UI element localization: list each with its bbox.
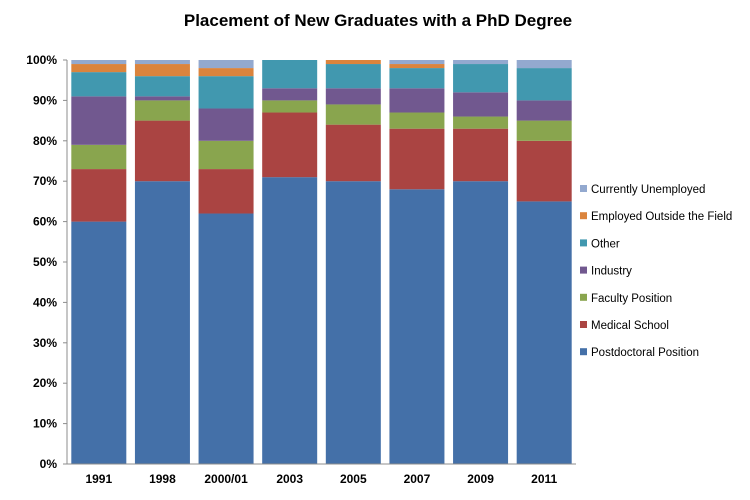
bar-segment [262,88,318,101]
legend-label: Other [591,238,620,250]
y-tick-label: 30% [33,336,57,350]
y-tick-label: 10% [33,417,57,431]
bar-segment [389,88,445,113]
bar-segment [198,169,254,214]
bar-segment [389,60,445,65]
bar-segment [325,88,381,105]
x-axis: 1991 1998 2000/01 2003 2005 2007 2009 2011 [67,463,576,486]
bar-segment [325,104,381,125]
bar-segment [262,60,318,89]
legend-label: Industry [591,266,632,278]
legend-label: Medical School [591,320,669,332]
bar-segment [71,64,127,73]
bar-segment [198,68,254,77]
legend-swatch [580,321,587,328]
x-tick-label: 2009 [467,472,494,486]
y-tick-label: 90% [33,93,57,107]
legend-swatch [580,266,587,274]
bar-segment [198,76,254,109]
bar-segment [389,68,445,89]
legend-label: Postdoctoral Position [591,347,699,359]
bar-segment [516,120,572,141]
legend-swatch [580,185,587,192]
bar-segment [389,189,445,464]
legend-label: Currently Unemployed [591,184,705,196]
bar-segment [134,100,190,121]
y-tick-label: 40% [33,295,57,309]
bar-segment [516,68,572,101]
bar-segment [134,181,190,464]
bar-segment [71,169,127,222]
bar-segment [134,64,190,77]
bar-segment [262,177,318,464]
bar-segment [134,60,190,65]
x-tick-label: 2005 [340,472,367,486]
x-tick-label: 2007 [404,472,431,486]
bar-segment [453,116,509,129]
x-tick-label: 2003 [276,472,303,486]
legend-label: Faculty Position [591,293,672,305]
legend-swatch [580,293,587,301]
bar-segment [389,112,445,129]
bar-segment [198,140,254,170]
x-tick-label: 2000/01 [204,472,248,486]
bar-segment [71,72,127,97]
y-tick-label: 70% [33,174,57,188]
bar-segment [198,108,254,141]
x-tick-label: 1998 [149,472,176,486]
bar-segment [453,92,509,117]
bar-segment [71,60,127,65]
bar-segment [453,60,509,65]
bar-segment [516,60,572,69]
bar-segment [325,124,381,182]
y-axis: 0% 10% 20% 30% 40% 50% 60% 70% 80% 90% 100% [26,53,68,471]
bar-segment [516,140,572,202]
bar-segment [71,96,127,145]
bar-segment [325,60,381,65]
y-tick-label: 60% [33,215,57,229]
y-tick-label: 0% [40,457,58,471]
bar-segment [389,64,445,69]
bar-segment [262,112,318,178]
bar-segment [262,100,318,113]
bar-segment [516,100,572,121]
y-tick-label: 20% [33,376,57,390]
bar-segment [453,181,509,464]
bar-segment [516,201,572,464]
y-tick-label: 100% [26,53,57,67]
bar-segment [134,120,190,182]
bar-segment [71,144,127,170]
y-tick-label: 50% [33,255,57,269]
legend-label: Employed Outside the Field [591,211,732,223]
x-tick-label: 2011 [531,472,557,486]
chart-title: Placement of New Graduates with a PhD De… [184,11,572,30]
bar-segment [389,128,445,190]
legend: Currently Unemployed Employed Outside the… [580,184,732,359]
bar-segment [453,128,509,182]
bar-segment [325,181,381,464]
bar-segment [198,213,254,464]
legend-swatch [580,239,587,247]
y-tick-label: 80% [33,134,57,148]
bar-segment [198,60,254,69]
bar-segment [71,221,127,464]
legend-swatch [580,212,587,220]
x-tick-label: 1991 [85,472,112,486]
bar-segment [453,64,509,93]
legend-swatch [580,348,587,356]
bar-segment [134,96,190,101]
bar-segment [134,76,190,97]
bar-segment [325,64,381,89]
plot-area [71,60,572,464]
